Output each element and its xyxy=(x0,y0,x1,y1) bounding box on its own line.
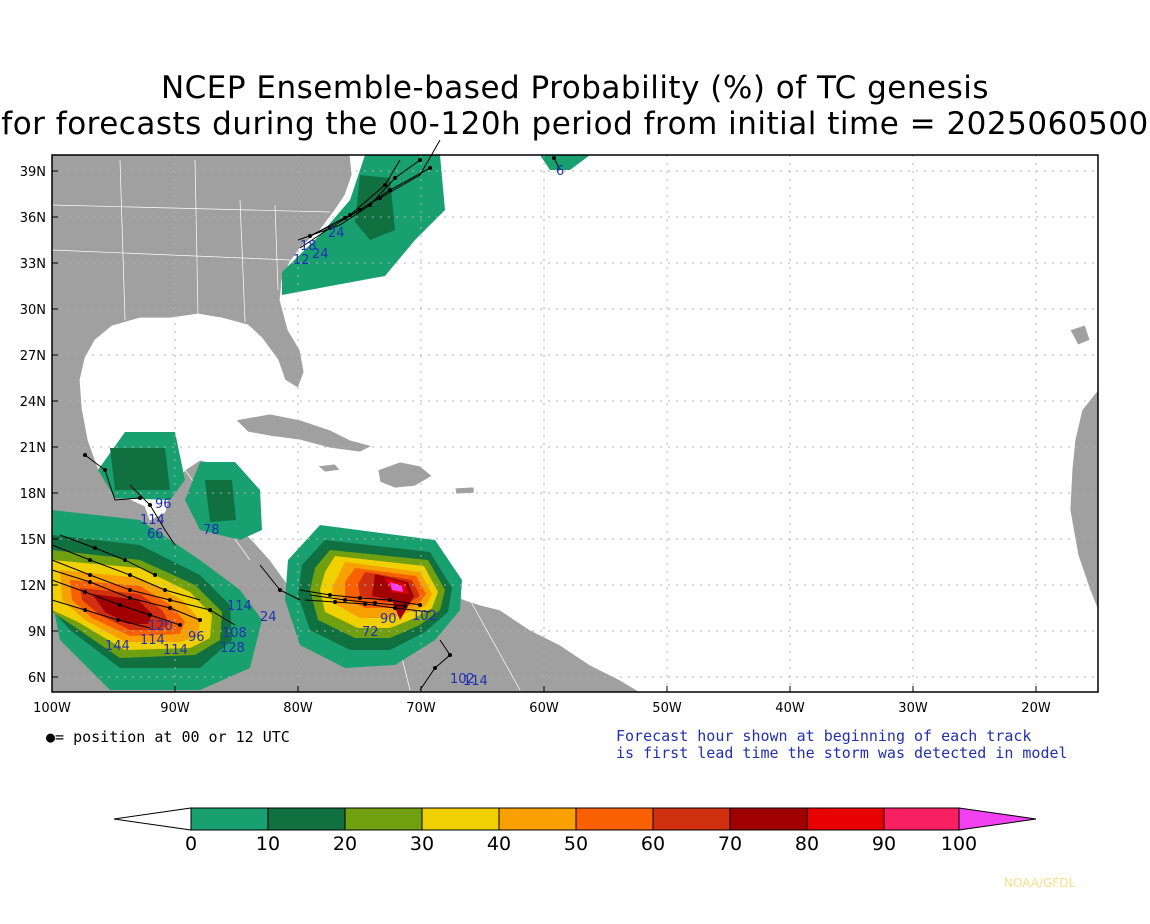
fh-label: 102 xyxy=(450,672,475,687)
chart-title-line1: NCEP Ensemble-based Probability (%) of T… xyxy=(160,70,990,106)
colorbar-bin xyxy=(729,807,808,831)
fh-label: 12 xyxy=(293,253,310,268)
fh-label: 96 xyxy=(188,630,205,645)
map-frame xyxy=(51,154,1099,693)
storm-track-dots xyxy=(83,156,556,670)
lat-label: 6N xyxy=(28,671,46,686)
fh-label: 24 xyxy=(260,610,277,625)
lon-label: 90W xyxy=(160,701,190,716)
forecast-hour-labels: 6 18 24 12 24 96 114 66 78 114 24 72 90 … xyxy=(105,164,564,689)
lat-label: 27N xyxy=(20,349,46,364)
fh-label: 114 xyxy=(140,633,165,648)
colorbar-bin xyxy=(267,807,346,831)
colorbar-high-arrow xyxy=(958,807,1037,831)
colorbar-bin xyxy=(575,807,654,831)
lon-label: 20W xyxy=(1021,701,1051,716)
colorbar-low-arrow xyxy=(113,807,192,831)
longitude-labels: 100W 90W 80W 70W 60W 50W 40W 30W 20W xyxy=(33,701,1051,716)
lat-label: 24N xyxy=(20,395,46,410)
probability-fields xyxy=(52,155,590,690)
fh-label: 128 xyxy=(220,641,245,656)
lat-label: 12N xyxy=(20,579,46,594)
latitude-labels: 39N 36N 33N 30N 27N 24N 21N 18N 15N 12N … xyxy=(20,165,46,686)
forecast-hour-note: Forecast hour shown at beginning of each… xyxy=(616,728,1068,762)
fh-label: 24 xyxy=(328,226,345,241)
fh-label: 66 xyxy=(147,527,164,542)
fh-label: 18 xyxy=(300,239,317,254)
fh-label: 6 xyxy=(556,164,564,179)
fh-label: 78 xyxy=(203,523,220,538)
colorbar-bin xyxy=(498,807,577,831)
fh-label: 96 xyxy=(155,497,172,512)
colorbar-tick: 60 xyxy=(641,833,665,855)
lat-label: 21N xyxy=(20,441,46,456)
fh-label: 90 xyxy=(380,612,397,627)
fh-label: 114 xyxy=(227,599,252,614)
colorbar-tick: 80 xyxy=(795,833,819,855)
colorbar-tick: 70 xyxy=(718,833,742,855)
chart-title-line2: for forecasts during the 00-120h period … xyxy=(1,106,1149,142)
fh-label: 72 xyxy=(362,625,379,640)
forecast-hour-note-line2: is first lead time the storm was detecte… xyxy=(616,744,1068,762)
position-dot-legend: ●= position at 00 or 12 UTC xyxy=(46,728,290,746)
colorbar-tick: 90 xyxy=(872,833,896,855)
colorbar-bin xyxy=(344,807,423,831)
fh-label: 114 xyxy=(463,674,488,689)
fh-label: 144 xyxy=(105,639,130,654)
graticule xyxy=(52,155,1098,692)
colorbar-tick: 30 xyxy=(410,833,434,855)
land-masses xyxy=(51,154,1099,693)
colorbar-tick: 10 xyxy=(256,833,280,855)
colorbar-tick: 40 xyxy=(487,833,511,855)
credit-text: NOAA/GFDL xyxy=(1004,876,1076,890)
fh-label: 120 xyxy=(148,619,173,634)
colorbar-bin xyxy=(806,807,885,831)
lat-label: 39N xyxy=(20,165,46,180)
colorbar-labels: 0 10 20 30 40 50 60 70 80 90 100 xyxy=(185,833,977,855)
colorbar-bin xyxy=(652,807,731,831)
colorbar-tick: 100 xyxy=(941,833,977,855)
fh-label: 114 xyxy=(140,513,165,528)
lon-label: 40W xyxy=(775,701,805,716)
lat-label: 30N xyxy=(20,303,46,318)
fh-label: 114 xyxy=(163,643,188,658)
colorbar-tick: 0 xyxy=(185,833,197,855)
colorbar xyxy=(113,807,1037,831)
colorbar-tick: 50 xyxy=(564,833,588,855)
fh-label: 24 xyxy=(312,247,329,262)
lon-label: 100W xyxy=(33,701,71,716)
lat-label: 9N xyxy=(28,625,46,640)
colorbar-tick: 20 xyxy=(333,833,357,855)
lat-label: 36N xyxy=(20,211,46,226)
fh-label: 102 xyxy=(412,609,437,624)
forecast-hour-note-line1: Forecast hour shown at beginning of each… xyxy=(616,727,1032,745)
colorbar-bin xyxy=(421,807,500,831)
lon-label: 70W xyxy=(406,701,436,716)
axis-ticks xyxy=(52,170,1037,692)
lon-label: 50W xyxy=(652,701,682,716)
colorbar-bin xyxy=(883,807,960,831)
lat-label: 18N xyxy=(20,487,46,502)
colorbar-bin xyxy=(190,807,269,831)
lat-label: 33N xyxy=(20,257,46,272)
lon-label: 60W xyxy=(529,701,559,716)
lon-label: 30W xyxy=(898,701,928,716)
fh-label: 108 xyxy=(222,626,247,641)
lon-label: 80W xyxy=(283,701,313,716)
lat-label: 15N xyxy=(20,533,46,548)
